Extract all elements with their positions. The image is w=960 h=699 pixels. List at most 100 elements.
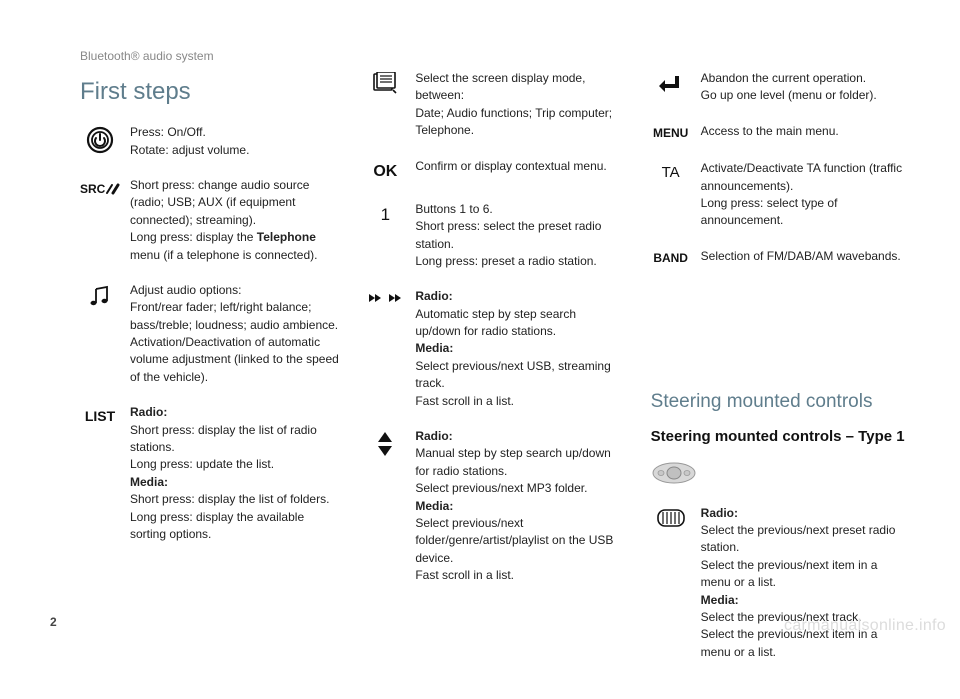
thumbwheel-icon (651, 505, 691, 529)
item-list: LIST Radio: Short press: display the lis… (80, 404, 339, 543)
text: Long press: preset a radio station. (415, 253, 624, 270)
text: Short press: display the list of folders… (130, 491, 339, 508)
item-desc: Abandon the current operation. Go up one… (701, 70, 910, 105)
text: Front/rear fader; left/right balance; ba… (130, 299, 339, 334)
text: Select the screen display mode, between: (415, 70, 624, 105)
item-preset: 1 Buttons 1 to 6. Short press: select th… (365, 201, 624, 271)
item-desc: Short press: change audio source (radio;… (130, 177, 339, 264)
text: Buttons 1 to 6. (415, 201, 624, 218)
item-desc: Press: On/Off. Rotate: adjust volume. (130, 124, 339, 159)
text: Activation/Deactivation of automatic vol… (130, 334, 339, 386)
item-desc: Radio: Short press: display the list of … (130, 404, 339, 543)
heading-steering-type1: Steering mounted controls – Type 1 (651, 426, 910, 448)
text: Fast scroll in a list. (415, 393, 624, 410)
column-1: Bluetooth® audio system First steps Pres… (80, 48, 339, 679)
item-seek: Radio: Automatic step by step search up/… (365, 288, 624, 410)
text: Press: On/Off. Rotate: adjust volume. (130, 125, 249, 156)
item-screen-mode: Select the screen display mode, between:… (365, 70, 624, 140)
page: Bluetooth® audio system First steps Pres… (0, 0, 960, 699)
text: menu (if a telephone is connected). (130, 248, 317, 262)
item-desc: Radio: Select the previous/next preset r… (701, 505, 910, 662)
text: Activate/Deactivate TA function (traffic… (701, 160, 910, 195)
watermark: carmanualsonline.info (784, 614, 946, 637)
item-ok: OK Confirm or display contextual menu. (365, 158, 624, 183)
item-manual: Radio: Manual step by step search up/dow… (365, 428, 624, 585)
text: Short press: change audio source (radio;… (130, 177, 339, 229)
up-down-icon (365, 428, 405, 458)
text: Date; Audio functions; Trip computer; Te… (415, 105, 624, 140)
text: Abandon the current operation. (701, 70, 910, 87)
item-desc: Radio: Automatic step by step search up/… (415, 288, 624, 410)
text: Adjust audio options: (130, 282, 339, 299)
label-text: LIST (80, 406, 120, 426)
src-icon: SRC (80, 177, 120, 199)
item-desc: Selection of FM/DAB/AM wavebands. (701, 248, 910, 265)
text: Select previous/next folder/genre/artist… (415, 515, 624, 567)
text: Select the previous/next preset radio st… (701, 522, 910, 557)
menu-label-icon: MENU (651, 123, 691, 142)
text: Short press: display the list of radio s… (130, 422, 339, 457)
item-desc: Adjust audio options: Front/rear fader; … (130, 282, 339, 386)
text: Confirm or display contextual menu. (415, 159, 606, 173)
label-text: MENU (651, 125, 691, 142)
text: Automatic step by step search up/down fo… (415, 306, 624, 341)
section-label: Bluetooth® audio system (80, 48, 339, 65)
list-label-icon: LIST (80, 404, 120, 426)
col3-upper: Abandon the current operation. Go up one… (651, 70, 910, 370)
page-title: First steps (80, 75, 339, 110)
column-2: Select the screen display mode, between:… (365, 48, 624, 679)
text: Go up one level (menu or folder). (701, 87, 910, 104)
label-text: 1 (365, 203, 405, 228)
text-bold: Telephone (257, 230, 316, 244)
item-desc: Buttons 1 to 6. Short press: select the … (415, 201, 624, 271)
ta-label-icon: TA (651, 160, 691, 184)
item-desc: Confirm or display contextual menu. (415, 158, 624, 175)
item-desc: Access to the main menu. (701, 123, 910, 140)
text: Access to the main menu. (701, 124, 839, 138)
text: Long press: display the (130, 230, 257, 244)
text: Fast scroll in a list. (415, 567, 624, 584)
back-icon (651, 70, 691, 96)
text: Select previous/next USB, streaming trac… (415, 358, 624, 393)
item-desc: Activate/Deactivate TA function (traffic… (701, 160, 910, 230)
label-text: TA (651, 162, 691, 184)
item-audio-options: Adjust audio options: Front/rear fader; … (80, 282, 339, 386)
text: Manual step by step search up/down for r… (415, 445, 624, 480)
item-back: Abandon the current operation. Go up one… (651, 70, 910, 105)
band-label-icon: BAND (651, 248, 691, 267)
heading-radio: Radio: (415, 288, 624, 305)
item-desc: Radio: Manual step by step search up/dow… (415, 428, 624, 585)
text: Short press: select the preset radio sta… (415, 218, 624, 253)
item-band: BAND Selection of FM/DAB/AM wavebands. (651, 248, 910, 267)
item-menu: MENU Access to the main menu. (651, 123, 910, 142)
item-power: Press: On/Off. Rotate: adjust volume. (80, 124, 339, 159)
item-wheel: Radio: Select the previous/next preset r… (651, 505, 910, 662)
text: Long press: update the list. (130, 456, 339, 473)
text: Select the previous/next item in a menu … (701, 557, 910, 592)
seek-icon (365, 288, 405, 306)
svg-text:SRC: SRC (80, 182, 106, 196)
text: Long press: select type of announcement. (701, 195, 910, 230)
label-text: OK (365, 160, 405, 183)
heading-steering: Steering mounted controls (651, 388, 910, 416)
steering-control-image (651, 461, 910, 490)
heading-radio: Radio: (130, 404, 339, 421)
item-src: SRC Short press: change audio source (ra… (80, 177, 339, 264)
number-1-icon: 1 (365, 201, 405, 228)
label-text: BAND (651, 250, 691, 267)
heading-media: Media: (701, 592, 910, 609)
text: Select previous/next MP3 folder. (415, 480, 624, 497)
heading-radio: Radio: (415, 428, 624, 445)
heading-media: Media: (130, 474, 339, 491)
heading-media: Media: (415, 340, 624, 357)
heading-radio: Radio: (701, 505, 910, 522)
screen-icon (365, 70, 405, 94)
power-icon (80, 124, 120, 154)
item-ta: TA Activate/Deactivate TA function (traf… (651, 160, 910, 230)
column-3: Abandon the current operation. Go up one… (651, 48, 910, 679)
item-desc: Select the screen display mode, between:… (415, 70, 624, 140)
text: Long press: display the available sortin… (130, 509, 339, 544)
heading-media: Media: (415, 498, 624, 515)
music-note-icon (80, 282, 120, 310)
text: Selection of FM/DAB/AM wavebands. (701, 249, 901, 263)
